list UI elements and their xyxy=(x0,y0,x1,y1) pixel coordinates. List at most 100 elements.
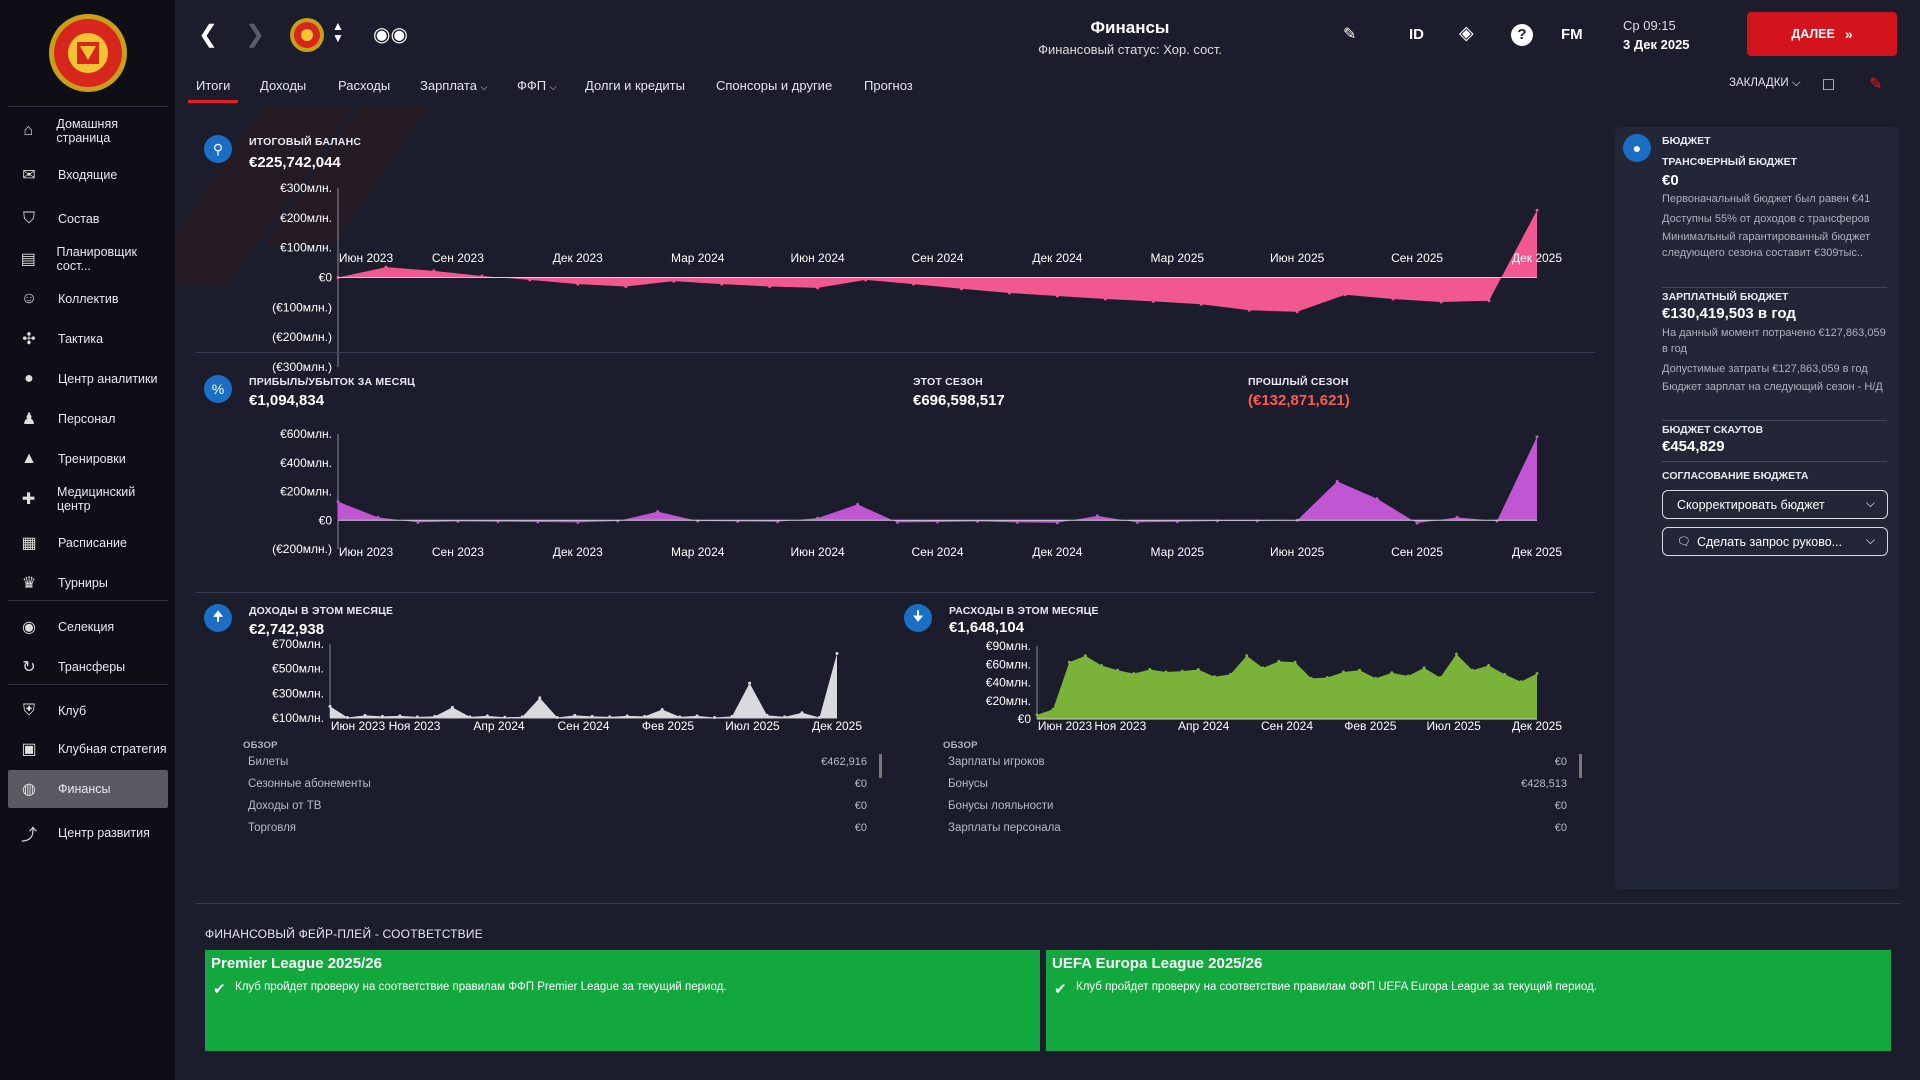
binoculars-icon: ◉ xyxy=(22,619,36,636)
y-tick-label: €100млн. xyxy=(280,241,332,255)
forward-arrow-icon[interactable]: ❯ xyxy=(245,21,266,48)
sidebar-item-15[interactable]: ▣ Клубная стратегия xyxy=(8,730,168,768)
sidebar-item-10[interactable]: ▦ Расписание xyxy=(8,524,168,562)
sidebar-item-0[interactable]: ⌂ Домашняя страница xyxy=(8,112,168,150)
continue-label: ДАЛЕЕ xyxy=(1791,27,1835,41)
bookmarks-button[interactable]: ЗАКЛАДКИ ⌵ xyxy=(1729,77,1801,90)
y-tick-label: €0 xyxy=(319,513,333,527)
sidebar-item-8[interactable]: ▲ Тренировки xyxy=(8,440,168,478)
income-data-point xyxy=(380,714,384,718)
sidebar-item-label: Расписание xyxy=(58,536,127,550)
pnl-data-point xyxy=(1015,520,1019,524)
x-tick-label: Дек 2025 xyxy=(1512,719,1562,733)
sidebar-item-12[interactable]: ◉ Селекция xyxy=(8,608,168,646)
sidebar-item-5[interactable]: ✣ Тактика xyxy=(8,320,168,358)
request-board-dropdown[interactable]: 🗨 Сделать запрос руково... ⌵ xyxy=(1662,527,1888,556)
monitor-icon[interactable]: □ xyxy=(1823,74,1834,94)
overview-expense-title: ОБЗОР xyxy=(943,740,978,751)
sidebar-item-label: Трансферы xyxy=(58,660,126,674)
id-button[interactable]: ID xyxy=(1409,26,1424,43)
x-tick-label: Дек 2025 xyxy=(1512,251,1562,265)
balance-data-point xyxy=(960,287,963,291)
edit-red-pencil-icon[interactable]: ✎ xyxy=(1869,76,1883,93)
transfer-budget-label: ТРАНСФЕРНЫЙ БЮДЖЕТ xyxy=(1662,156,1798,168)
x-tick-label: Дек 2023 xyxy=(553,545,603,559)
income-data-point xyxy=(433,714,437,718)
tab-wages[interactable]: Зарплата ⌵ xyxy=(420,78,487,93)
x-tick-label: Июн 2023 xyxy=(331,719,386,733)
sidebar-item-11[interactable]: ♛ Турниры xyxy=(8,564,168,602)
tab-income[interactable]: Доходы xyxy=(260,78,307,93)
sidebar-item-7[interactable]: ♟ Персонал xyxy=(8,400,168,438)
ffp-card-europa-league: UEFA Europa League 2025/26 ✔ Клуб пройде… xyxy=(1046,950,1891,1051)
expense-data-point xyxy=(1454,652,1458,656)
tab-wages-label: Зарплата xyxy=(420,78,477,93)
chevron-down-icon: ⌵ xyxy=(1791,77,1801,89)
balance-data-point xyxy=(1439,300,1443,304)
sidebar-item-3[interactable]: ▤ Планировщик сост... xyxy=(8,240,168,278)
divider xyxy=(195,592,1595,593)
tab-sponsors[interactable]: Спонсоры и другие xyxy=(716,78,833,93)
sidebar-item-2[interactable]: ⛉ Состав xyxy=(8,200,168,238)
continue-button[interactable]: ДАЛЕЕ » xyxy=(1747,12,1897,56)
check-icon: ✔ xyxy=(1054,981,1067,998)
sidebar-item-6[interactable]: ● Центр аналитики xyxy=(8,360,168,398)
x-tick-label: Фев 2025 xyxy=(1344,719,1397,733)
expense-data-point xyxy=(1212,675,1216,679)
edit-pencil-icon[interactable]: ✎ xyxy=(1343,26,1357,43)
binoculars-icon[interactable]: ◉◉ xyxy=(373,24,408,46)
pnl-label: ПРИБЫЛЬ/УБЫТОК ЗА МЕСЯЦ xyxy=(249,376,415,388)
sidebar-item-4[interactable]: ☺ Коллектив xyxy=(8,280,168,318)
scrollbar[interactable] xyxy=(1579,754,1582,778)
nav-divider xyxy=(8,684,168,685)
planner-icon: ▤ xyxy=(20,251,36,268)
help-icon[interactable]: ? xyxy=(1511,24,1533,46)
mail-icon: ✉ xyxy=(22,167,36,184)
sidebar-item-1[interactable]: ✉ Входящие xyxy=(8,156,168,194)
development-icon: ⤴ xyxy=(20,827,37,844)
sidebar-item-13[interactable]: ↻ Трансферы xyxy=(8,648,168,686)
y-tick-label: €200млн. xyxy=(280,485,332,499)
pnl-data-point xyxy=(416,520,420,524)
y-tick-label: €700млн. xyxy=(272,637,324,651)
x-tick-label: Мар 2025 xyxy=(1151,251,1205,265)
y-tick-label: (€300млн.) xyxy=(272,360,332,374)
club-switch-crest-icon[interactable] xyxy=(287,16,327,54)
tab-expenses[interactable]: Расходы xyxy=(338,78,391,93)
y-tick-label: (€200млн.) xyxy=(272,542,332,556)
club-switch-chevrons-icon[interactable]: ▲ ▼ xyxy=(332,19,344,45)
tab-ffp[interactable]: ФФП ⌵ xyxy=(517,78,557,93)
tab-debts[interactable]: Долги и кредиты xyxy=(585,78,685,93)
sidebar-item-9[interactable]: ✚ Медицинский центр xyxy=(8,480,168,518)
fm-menu-button[interactable]: FM xyxy=(1561,26,1583,43)
overview-row-value: €0 xyxy=(854,822,867,834)
income-data-point xyxy=(450,705,454,709)
pnl-data-point xyxy=(1175,520,1179,524)
transfer-note: Минимальный гарантированный бюджет следу… xyxy=(1662,231,1871,259)
expense-data-point xyxy=(1471,668,1474,672)
x-tick-label: Сен 2025 xyxy=(1391,545,1443,559)
club-crest-logo[interactable] xyxy=(47,12,129,94)
scrollbar[interactable] xyxy=(879,754,882,778)
sidebar-item-16[interactable]: ◍ Финансы xyxy=(8,770,168,808)
pnl-area-series xyxy=(338,436,1537,524)
sidebar-item-17[interactable]: ⤴ Центр развития xyxy=(8,814,168,852)
back-arrow-icon[interactable]: ❮ xyxy=(198,21,219,48)
expense-data-point xyxy=(1164,670,1168,674)
y-tick-label: €300млн. xyxy=(272,686,324,700)
tab-summary[interactable]: Итоги xyxy=(187,78,239,103)
sidebar-item-14[interactable]: ⛨ Клуб xyxy=(8,692,168,730)
sidebar-item-label: Финансы xyxy=(58,782,111,796)
expense-data-point xyxy=(1132,672,1136,676)
expense-data-point xyxy=(1180,669,1184,673)
adjust-budget-dropdown[interactable]: Скорректировать бюджет ⌵ xyxy=(1662,490,1888,519)
x-tick-label: Июл 2025 xyxy=(725,719,780,733)
income-data-point xyxy=(485,714,489,718)
world-icon[interactable]: ◈ xyxy=(1459,23,1474,44)
tab-forecast[interactable]: Прогноз xyxy=(864,78,913,93)
expense-area-series xyxy=(1037,654,1537,719)
tab-bar: Итоги Доходы Расходы Зарплата ⌵ ФФП ⌵ До… xyxy=(175,72,1882,106)
overview-row-label: Зарплаты персонала xyxy=(948,822,1061,834)
expense-data-point xyxy=(1051,707,1055,711)
pnl-data-point xyxy=(1535,435,1539,439)
